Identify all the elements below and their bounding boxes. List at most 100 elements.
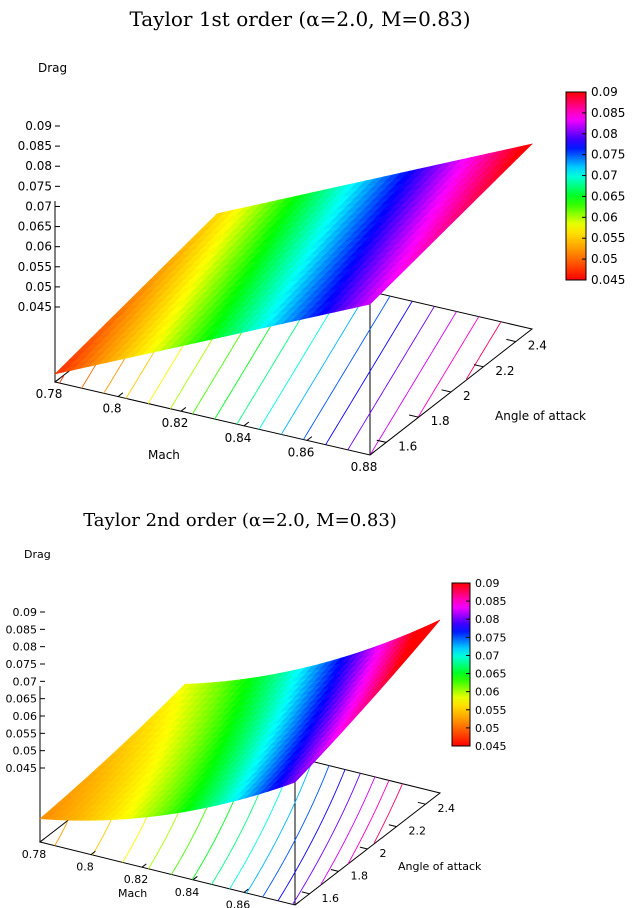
- y-tick-label: 1.6: [322, 892, 340, 905]
- z-tick-label: 0.045: [18, 300, 52, 314]
- y-axis-label: Angle of attack: [495, 409, 586, 423]
- chart-title: Taylor 1st order (α=2.0, M=0.83): [129, 7, 470, 31]
- x-tick-mark: [181, 407, 186, 411]
- colorbar-tick-label: 0.06: [475, 686, 500, 699]
- contour-line: [370, 312, 457, 455]
- colorbar-tick-label: 0.065: [591, 189, 625, 203]
- chart-title: Taylor 2nd order (α=2.0, M=0.83): [83, 510, 397, 531]
- surface: [55, 144, 532, 374]
- y-tick-mark: [506, 339, 515, 341]
- contour-line: [278, 770, 345, 901]
- x-tick-label: 0.78: [36, 387, 63, 401]
- colorbar: 0.045 0.05 0.055 0.06 0.065 0.07 0.075 0.08 0.08…: [566, 85, 625, 287]
- x-tick-label: 0.82: [162, 416, 189, 430]
- colorbar-tick-label: 0.055: [591, 231, 625, 245]
- z-tick-label: 0.08: [13, 641, 38, 654]
- colorbar-tick-label: 0.045: [591, 273, 625, 287]
- colorbar-tick-label: 0.07: [591, 169, 618, 183]
- colorbar-tick-label: 0.075: [475, 631, 507, 644]
- colorbar-tick-label: 0.08: [475, 613, 500, 626]
- z-tick-label: 0.075: [18, 179, 52, 193]
- y-tick-label: 2.4: [438, 802, 456, 815]
- z-tick-label: 0.06: [25, 240, 52, 254]
- contour-line: [321, 777, 375, 884]
- colorbar-tick-label: 0.085: [591, 106, 625, 120]
- z-tick-label: 0.065: [6, 693, 38, 706]
- x-tick-label: 0.84: [225, 431, 252, 445]
- contour-line: [326, 301, 413, 444]
- colorbar-tick-label: 0.045: [475, 740, 507, 753]
- x-tick-mark: [244, 422, 249, 426]
- z-ticks: 0.045 0.05 0.055 0.06 0.065 0.07 0.075 0.08 0.08…: [6, 606, 46, 775]
- x-tick-label: 0.88: [351, 460, 378, 474]
- colorbar-tick-label: 0.055: [475, 704, 507, 717]
- z-tick-label: 0.09: [13, 606, 38, 619]
- colorbar-tick-label: 0.05: [591, 252, 618, 266]
- z-tick-label: 0.06: [13, 710, 38, 723]
- colorbar-tick-label: 0.065: [475, 668, 507, 681]
- z-ticks: 0.045 0.05 0.055 0.06 0.065 0.07 0.075 0.08 0.08…: [18, 119, 60, 314]
- z-tick-label: 0.07: [25, 199, 52, 213]
- z-axis-label: Drag: [38, 61, 67, 75]
- colorbar-tick-label: 0.07: [475, 649, 500, 662]
- x-ticks: 0.780.80.820.840.860.88: [22, 839, 302, 908]
- y-tick-mark: [474, 365, 483, 367]
- contour-line: [293, 773, 361, 904]
- colorbar-tick-label: 0.06: [591, 210, 618, 224]
- x-tick-mark: [40, 839, 44, 842]
- z-tick-label: 0.09: [25, 119, 52, 133]
- y-tick-mark: [442, 390, 451, 392]
- z-tick-label: 0.045: [6, 762, 38, 775]
- y-tick-mark: [360, 847, 368, 849]
- y-tick-mark: [409, 415, 418, 417]
- z-tick-label: 0.085: [18, 139, 52, 153]
- y-ticks: 1.6 1.8 2 2.2 2.4: [302, 802, 455, 905]
- colorbar-tick-label: 0.05: [475, 722, 500, 735]
- x-tick-mark: [118, 393, 123, 397]
- z-tick-label: 0.08: [25, 159, 52, 173]
- y-tick-mark: [331, 870, 339, 872]
- z-tick-label: 0.05: [25, 280, 52, 294]
- x-tick-label: 0.82: [124, 873, 149, 886]
- colorbar-tick-label: 0.075: [591, 148, 625, 162]
- colorbar-tick-label: 0.09: [475, 577, 500, 590]
- y-tick-label: 1.6: [398, 439, 417, 453]
- y-ticks: 1.6 1.8 2 2.2 2.4: [377, 339, 547, 454]
- x-tick-label: 0.86: [288, 445, 315, 459]
- y-tick-label: 2: [463, 389, 471, 403]
- z-tick-label: 0.085: [6, 623, 38, 636]
- colorbar-tick-label: 0.085: [475, 595, 507, 608]
- x-tick-label: 0.86: [226, 898, 251, 908]
- y-tick-label: 1.8: [351, 869, 369, 882]
- colorbar: 0.045 0.05 0.055 0.06 0.065 0.07 0.075 0.08 0.08…: [452, 577, 507, 753]
- y-tick-mark: [389, 825, 397, 827]
- x-ticks: 0.78 0.8 0.82 0.84 0.86 0.88: [36, 378, 378, 474]
- contour-line: [303, 296, 390, 439]
- contour-line: [374, 784, 402, 843]
- y-tick-label: 2.2: [409, 825, 427, 838]
- colorbar-tick-label: 0.08: [591, 127, 618, 141]
- x-axis-label: Mach: [148, 448, 180, 462]
- x-axis-label: Mach: [118, 887, 147, 900]
- y-tick-label: 2: [380, 847, 387, 860]
- y-tick-mark: [302, 892, 310, 894]
- y-tick-label: 2.4: [528, 339, 547, 353]
- x-tick-mark: [142, 864, 146, 867]
- x-tick-label: 0.8: [102, 402, 121, 416]
- x-tick-mark: [295, 902, 299, 905]
- x-tick-label: 0.84: [175, 886, 200, 899]
- surface: [40, 620, 440, 820]
- colorbar-tick-label: 0.09: [591, 85, 618, 99]
- z-tick-label: 0.055: [6, 727, 38, 740]
- y-tick-label: 2.2: [495, 364, 514, 378]
- y-axis-label: Angle of attack: [398, 860, 482, 873]
- z-tick-label: 0.05: [13, 745, 38, 758]
- x-tick-mark: [55, 378, 60, 382]
- y-tick-label: 1.8: [431, 414, 450, 428]
- x-tick-label: 0.78: [22, 848, 47, 861]
- y-tick-mark: [418, 802, 426, 804]
- z-tick-label: 0.055: [18, 260, 52, 274]
- z-axis-label: Drag: [24, 548, 51, 561]
- z-tick-label: 0.065: [18, 220, 52, 234]
